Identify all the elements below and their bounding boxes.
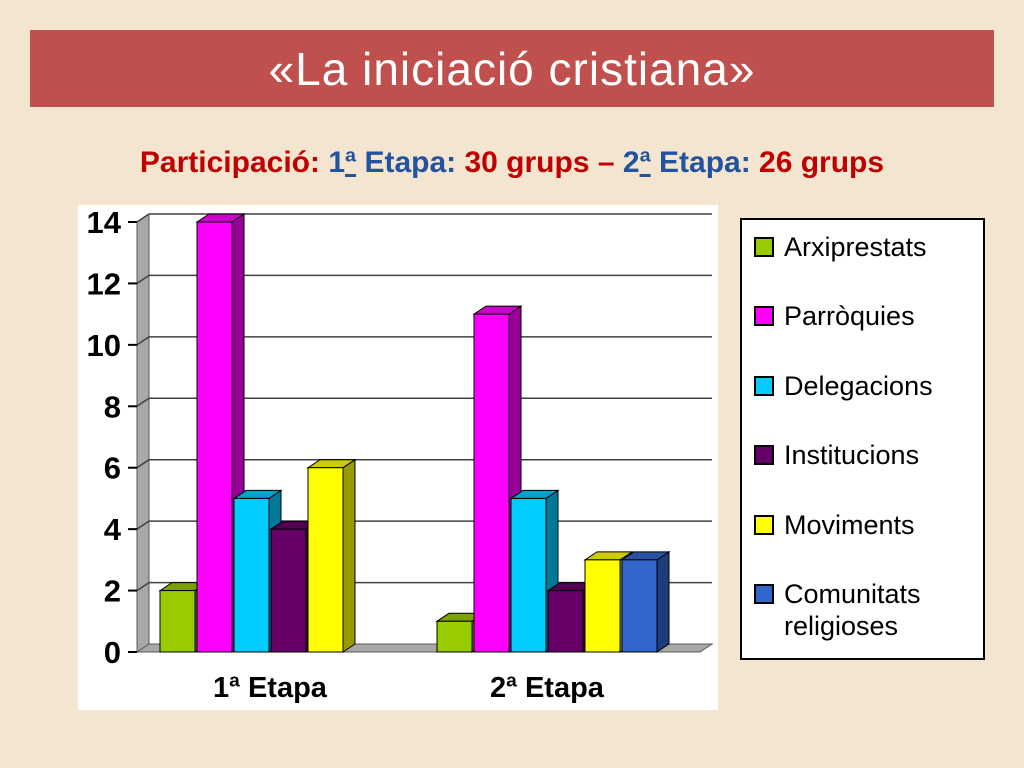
chart-legend: Arxiprestats Parròquies Delegacions Institu… xyxy=(740,218,985,660)
legend-label: Arxiprestats xyxy=(784,232,927,262)
subtitle-segment: 2 xyxy=(622,146,640,179)
subtitle-segment: Participació: xyxy=(139,146,329,179)
bar-comunitats-religioses-2 xyxy=(620,550,671,653)
y-axis-label: 14 xyxy=(87,205,122,240)
legend-label: Parròquies xyxy=(784,301,915,332)
y-axis-label: 6 xyxy=(104,451,121,486)
legend-swatch xyxy=(754,514,774,535)
legend-label: Moviments xyxy=(784,509,915,540)
subtitle-segment: Etapa: xyxy=(356,146,465,179)
legend-label: Institucions xyxy=(784,440,920,471)
legend-item: Arxiprestats xyxy=(754,232,975,263)
bar-parròquies-1 xyxy=(195,213,246,653)
title-banner: «La iniciació cristiana» xyxy=(30,30,994,107)
subtitle-segment: 1 xyxy=(328,146,345,179)
legend-swatch xyxy=(754,306,774,327)
subtitle: Participació: 1ª Etapa: 30 grups – 2ª Et… xyxy=(0,146,1024,180)
y-axis-label: 0 xyxy=(104,635,121,670)
bar-delegacions-2 xyxy=(509,489,560,653)
legend-label: Delegacions xyxy=(784,370,933,401)
ordinal-indicator: ª xyxy=(639,146,651,179)
slide-title: «La iniciació cristiana» xyxy=(268,42,756,95)
ordinal-indicator: ª xyxy=(345,146,357,179)
bar-parròquies-2 xyxy=(472,305,523,653)
bar-chart-3d: 0 2 4 6 8 10 12 14 1ª Etapa 2ª Etapa xyxy=(87,205,714,704)
legend-swatch xyxy=(754,445,774,466)
legend-swatch xyxy=(754,237,774,257)
y-axis-label: 8 xyxy=(104,389,121,424)
legend-item: Moviments xyxy=(754,510,975,541)
subtitle-segment: 30 grups – xyxy=(464,146,623,179)
y-axis-label: 2 xyxy=(104,574,121,609)
bar-moviments-1 xyxy=(306,458,357,653)
subtitle-segment: 26 grups xyxy=(759,146,885,179)
subtitle-segment: Etapa: xyxy=(650,146,760,179)
chart-panel: 0 2 4 6 8 10 12 14 1ª Etapa 2ª Etapa xyxy=(78,205,718,710)
legend-swatch xyxy=(754,584,774,605)
legend-label: Comunitats religioses xyxy=(784,579,921,641)
legend-swatch xyxy=(754,375,774,396)
y-axis-labels: 0 2 4 6 8 10 12 14 xyxy=(87,205,137,670)
y-axis-label: 4 xyxy=(104,512,122,547)
y-axis-label: 10 xyxy=(87,328,121,363)
category-label: 1ª Etapa xyxy=(213,672,328,704)
y-axis-label: 12 xyxy=(87,266,121,301)
category-label: 2ª Etapa xyxy=(490,672,605,704)
legend-item: Comunitats religioses xyxy=(754,579,975,642)
chart-bars xyxy=(158,213,671,653)
legend-item: Parròquies xyxy=(754,301,975,332)
legend-item: Delegacions xyxy=(754,371,975,402)
legend-item: Institucions xyxy=(754,440,975,471)
category-labels: 1ª Etapa 2ª Etapa xyxy=(213,672,605,704)
